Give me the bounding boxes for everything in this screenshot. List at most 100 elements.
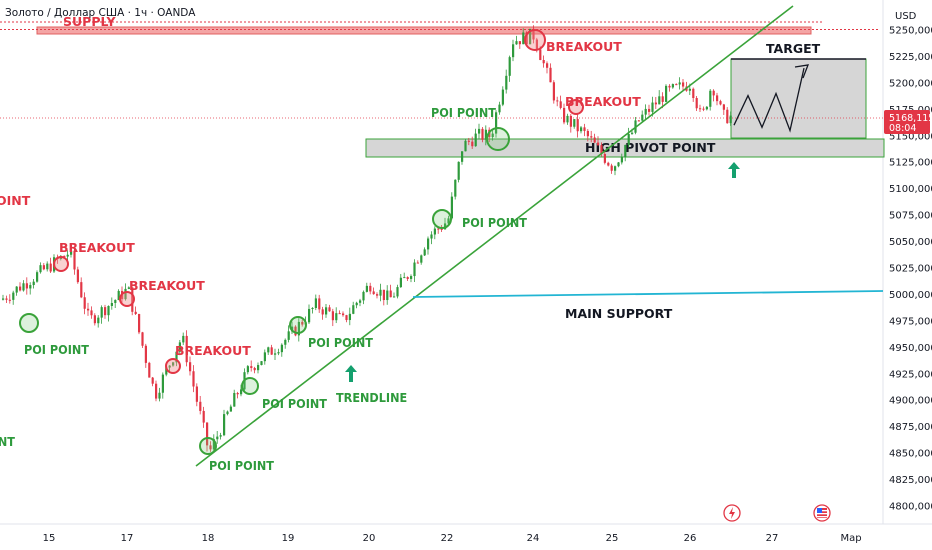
candle-body xyxy=(607,162,610,166)
candle xyxy=(260,360,263,366)
candle-body xyxy=(66,254,69,257)
currency-label[interactable]: USD xyxy=(895,11,917,22)
countdown-value: 08:04 xyxy=(889,123,916,134)
candle xyxy=(671,83,674,89)
candle-body xyxy=(240,389,243,395)
candle-body xyxy=(36,272,39,282)
candle xyxy=(569,113,572,133)
candle-body xyxy=(675,84,678,86)
x-tick-label: 15 xyxy=(43,533,56,544)
annotation-circles xyxy=(19,29,584,455)
candle xyxy=(369,282,372,295)
candle xyxy=(590,130,593,143)
candle-body xyxy=(308,308,311,323)
candle-body xyxy=(369,285,372,292)
us-flag-event-icon[interactable] xyxy=(813,504,831,522)
candle xyxy=(454,179,457,200)
candle-body xyxy=(342,313,345,316)
candle-body xyxy=(100,307,103,318)
candle xyxy=(464,138,467,152)
candle-body xyxy=(39,265,42,273)
target-arrow-icon xyxy=(728,162,740,178)
candle xyxy=(12,290,15,305)
poi-label-cut: POI POINT xyxy=(0,434,15,449)
candle xyxy=(726,107,729,124)
candle xyxy=(342,311,345,317)
candle xyxy=(546,61,549,74)
candle xyxy=(151,377,154,387)
candle xyxy=(552,80,555,104)
candle-body xyxy=(5,298,8,300)
candle xyxy=(257,362,260,374)
target-zone[interactable] xyxy=(730,58,867,139)
candle-body xyxy=(454,179,457,197)
lightning-event-icon[interactable] xyxy=(723,504,741,522)
candle xyxy=(161,372,164,399)
candle-body xyxy=(155,383,158,399)
candle xyxy=(352,301,355,315)
candle xyxy=(141,331,144,349)
candle-body xyxy=(413,262,416,277)
candle xyxy=(93,313,96,326)
candle xyxy=(498,101,501,115)
candle xyxy=(515,35,518,45)
candle-body xyxy=(236,392,239,395)
trendline[interactable] xyxy=(195,5,794,467)
candle-body xyxy=(209,445,212,450)
candle-body xyxy=(138,314,141,333)
candle xyxy=(117,289,120,301)
candle-body xyxy=(719,101,722,105)
candle xyxy=(359,298,362,307)
candle-body xyxy=(637,120,640,122)
candle-body xyxy=(532,28,535,40)
candle xyxy=(416,260,419,264)
main-support-line[interactable] xyxy=(412,290,884,298)
candle xyxy=(226,410,229,416)
candle xyxy=(294,325,297,337)
candle-body xyxy=(355,302,358,306)
candle-body xyxy=(396,287,399,297)
candle xyxy=(348,307,351,326)
candle-body xyxy=(42,265,45,270)
candle-body xyxy=(223,414,226,436)
candle xyxy=(345,314,348,323)
candle xyxy=(658,90,661,105)
candle xyxy=(25,277,28,295)
candle-body xyxy=(386,290,389,301)
candle xyxy=(76,266,79,284)
candle-body xyxy=(216,436,219,440)
candle-body xyxy=(389,290,392,298)
supply-zone[interactable] xyxy=(36,26,812,35)
candle-body xyxy=(2,298,5,300)
price-axis[interactable] xyxy=(883,0,932,550)
candle xyxy=(593,133,596,143)
candle xyxy=(209,441,212,452)
x-tick-label: 19 xyxy=(282,533,295,544)
candle-body xyxy=(549,67,552,83)
symbol-title[interactable]: Золото / Доллар США · 1ч · OANDA xyxy=(5,7,196,19)
candle xyxy=(199,395,202,415)
y-tick-label: 5025,000 xyxy=(889,264,932,275)
candle xyxy=(216,430,219,444)
candle-body xyxy=(253,367,256,371)
y-tick-label: 4925,000 xyxy=(889,369,932,380)
candle-body xyxy=(104,307,107,316)
candle-body xyxy=(376,294,379,296)
candle xyxy=(39,262,42,274)
y-tick-label: 5200,000 xyxy=(889,78,932,89)
candle-body xyxy=(498,104,501,113)
trendline-label: TRENDLINE xyxy=(336,390,407,405)
candle xyxy=(433,226,436,240)
candle-body xyxy=(189,362,192,372)
candle xyxy=(195,383,198,407)
candle xyxy=(614,165,617,176)
current-price-tag[interactable]: 5168,115 08:04 xyxy=(884,110,932,134)
candle xyxy=(423,247,426,257)
candle-body xyxy=(461,151,464,162)
candle-body xyxy=(182,335,185,343)
candle xyxy=(321,306,324,320)
candle xyxy=(532,25,535,44)
candle-body xyxy=(654,102,657,105)
candle-body xyxy=(359,300,362,303)
